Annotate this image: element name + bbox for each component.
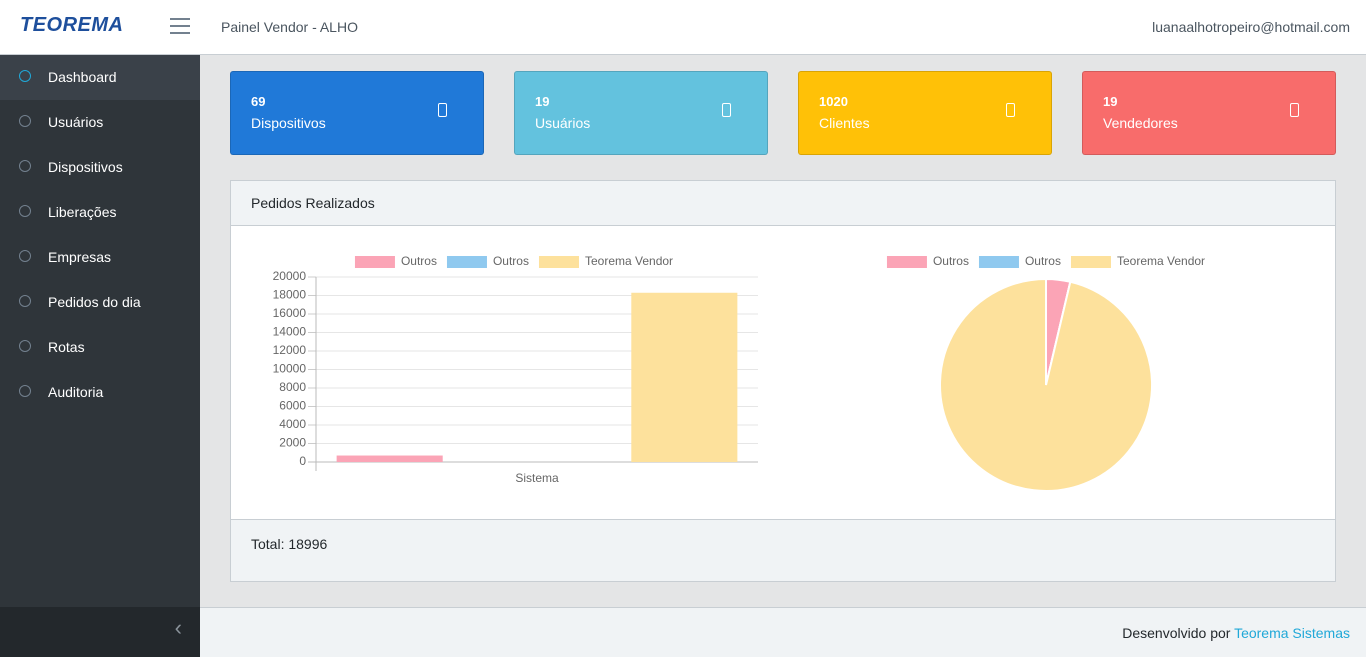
y-tick-label: 20000 xyxy=(273,269,307,283)
y-tick-label: 18000 xyxy=(273,288,307,302)
stat-icon xyxy=(1290,103,1299,117)
legend-label: Teorema Vendor xyxy=(1117,254,1205,268)
nav-label: Pedidos do dia xyxy=(48,294,141,310)
top-bar: TEOREMA Painel Vendor - ALHO luanaalhotr… xyxy=(0,0,1366,55)
stat-label: Clientes xyxy=(819,115,870,131)
nav-label: Auditoria xyxy=(48,384,104,400)
footer-text: Desenvolvido por xyxy=(1122,625,1231,641)
legend-swatch xyxy=(1070,256,1111,268)
y-tick-label: 12000 xyxy=(273,343,307,357)
user-menu[interactable]: luanaalhotropeiro@hotmail.com xyxy=(1152,19,1350,35)
y-tick-label: 8000 xyxy=(279,380,306,394)
pie-slice xyxy=(939,277,1153,492)
stat-value: 19 xyxy=(535,94,550,109)
legend-swatch xyxy=(978,256,1019,268)
stat-value: 19 xyxy=(1103,94,1118,109)
y-tick-label: 14000 xyxy=(273,325,307,339)
y-tick-label: 6000 xyxy=(279,399,306,413)
nav-item[interactable]: Liberações xyxy=(0,190,200,235)
stat-label: Usuários xyxy=(535,115,591,131)
nav-label: Usuários xyxy=(48,114,104,130)
sidebar: Dashboard Usuários Dispositivos Liberaçõ… xyxy=(0,55,200,607)
charts: Outros Outros Teorema Vendor 0 2000 4000 6000 8… xyxy=(273,254,1205,492)
legend-label: Outros xyxy=(1025,254,1061,268)
footer-link[interactable]: Teorema Sistemas xyxy=(1234,625,1350,641)
stat-card: 19 Vendedores xyxy=(1082,71,1336,155)
nav-label: Dispositivos xyxy=(48,159,123,175)
legend-label: Outros xyxy=(493,254,529,268)
nav-item[interactable]: Usuários xyxy=(0,100,200,145)
stat-card: 69 Dispositivos xyxy=(230,71,484,155)
y-tick-label: 2000 xyxy=(279,436,306,450)
y-tick-label: 16000 xyxy=(273,306,307,320)
bar xyxy=(336,455,443,462)
nav-item[interactable]: Auditoria xyxy=(0,370,200,415)
footer: Desenvolvido por Teorema Sistemas xyxy=(200,607,1366,657)
nav-label: Liberações xyxy=(48,204,117,220)
legend-label: Outros xyxy=(401,254,437,268)
total-value: 18996 xyxy=(288,536,328,552)
stat-icon xyxy=(1006,103,1015,117)
y-tick-label: 0 xyxy=(299,454,306,468)
nav-label: Rotas xyxy=(48,339,85,355)
orders-panel: Pedidos Realizados Outros Outros Teorema V… xyxy=(230,180,1336,582)
bar xyxy=(631,292,738,462)
page-title: Painel Vendor - ALHO xyxy=(221,19,358,35)
brand-logo[interactable]: TEOREMA xyxy=(20,14,124,36)
legend-label: Outros xyxy=(933,254,969,268)
total-label: Total: xyxy=(251,536,285,552)
nav-item[interactable]: Rotas xyxy=(0,325,200,370)
sidebar-minimizer[interactable]: ‹ xyxy=(0,607,200,657)
nav-item[interactable]: Dashboard xyxy=(0,55,200,100)
stat-value: 69 xyxy=(251,94,266,109)
stat-icon xyxy=(438,103,447,117)
panel-footer: Total: 18996 xyxy=(231,519,1335,581)
legend-swatch xyxy=(886,256,927,268)
nav-item[interactable]: Pedidos do dia xyxy=(0,280,200,325)
panel-title: Pedidos Realizados xyxy=(231,181,1335,226)
nav-label: Empresas xyxy=(48,249,112,265)
legend-swatch xyxy=(354,256,395,268)
nav-item[interactable]: Empresas xyxy=(0,235,200,280)
legend-swatch xyxy=(538,256,579,268)
stat-label: Dispositivos xyxy=(251,115,326,131)
stat-label: Vendedores xyxy=(1103,115,1178,131)
stat-card: 1020 Clientes xyxy=(798,71,1052,155)
stat-value: 1020 xyxy=(819,94,848,109)
legend-swatch xyxy=(446,256,487,268)
nav-label: Dashboard xyxy=(48,69,117,85)
x-tick-label: Sistema xyxy=(515,471,559,485)
menu-toggle[interactable] xyxy=(170,18,190,34)
stat-card: 19 Usuários xyxy=(514,71,768,155)
y-tick-label: 4000 xyxy=(279,417,306,431)
nav-item[interactable]: Dispositivos xyxy=(0,145,200,190)
stat-icon xyxy=(722,103,731,117)
y-tick-label: 10000 xyxy=(273,362,307,376)
legend-label: Teorema Vendor xyxy=(585,254,673,268)
